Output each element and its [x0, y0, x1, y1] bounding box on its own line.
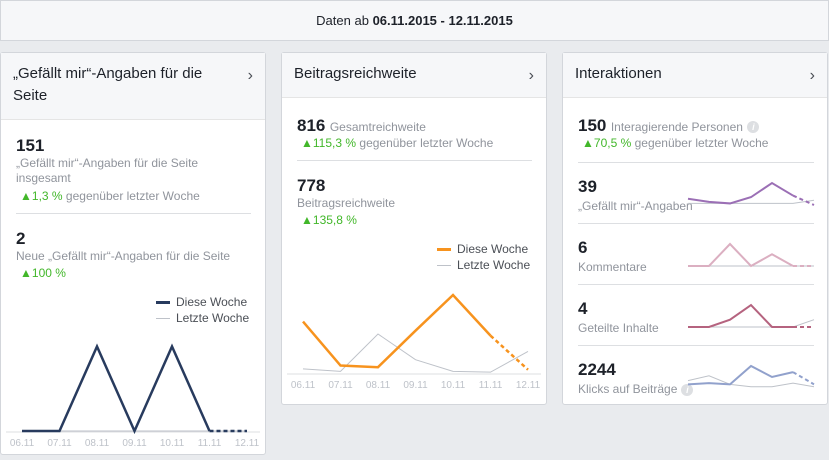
metric-sparkline [687, 181, 815, 206]
x-tick-label: 12.11 [235, 438, 260, 449]
total-likes: 151 [16, 136, 45, 155]
metric-row: 39 „Gefällt mir“-Angaben [578, 162, 815, 223]
engaged-users: 150 [578, 116, 607, 135]
interactions-card: Interaktionen › 150 Interagierende Person… [562, 52, 828, 405]
total-reach-change: ▲115,3 % gegenüber letzter Woche [301, 136, 494, 150]
series-this-week [302, 293, 492, 369]
chart-legend: Diese Woche Letzte Woche [437, 241, 530, 273]
info-icon[interactable]: i [747, 120, 760, 133]
x-tick-label: 08.11 [366, 380, 391, 391]
total-likes-change: ▲1,3 % gegenüber letzter Woche [20, 189, 200, 203]
sparkline-this-week [687, 364, 794, 386]
likes-chart: 06.11 07.11 08.11 09.11 10.11 11.11 12.11 [6, 343, 260, 449]
chevron-right-icon[interactable]: › [528, 67, 534, 84]
sparkline-this-week [688, 242, 794, 268]
x-tick-label: 08.11 [85, 438, 110, 449]
new-likes: 2 [16, 229, 26, 248]
likes-card-title: „Gefällt mir“-Angaben für die Seite [13, 65, 203, 104]
series-this-week-partial [489, 334, 529, 371]
post-reach-label: Beitragsreichweite [297, 196, 396, 210]
total-reach: 816 [297, 116, 326, 135]
engaged-users-label: Interagierende Personen [610, 120, 743, 134]
post-reach: 778 [297, 176, 326, 195]
sparkline-last-week [687, 375, 815, 388]
series-last-week [302, 333, 529, 373]
x-tick-label: 07.11 [47, 438, 72, 449]
metric-value: 39 [578, 177, 597, 196]
interactions-card-title: Interaktionen [575, 65, 662, 82]
total-reach-label: Gesamtreichweite [329, 120, 426, 134]
date-range-prefix: Daten ab [316, 13, 369, 28]
metric-label: Geteilte Inhalte [578, 321, 659, 335]
x-tick-label: 06.11 [291, 380, 316, 391]
metric-row: 6 Kommentare [578, 223, 814, 284]
chevron-right-icon[interactable]: › [809, 67, 815, 84]
chart-legend: Diese Woche Letzte Woche [156, 294, 249, 326]
x-tick-label: 11.11 [479, 380, 503, 391]
metric-sparkline [688, 303, 815, 328]
date-range-bar: Daten ab 06.11.2015 - 12.11.2015 [0, 0, 829, 41]
likes-card: „Gefällt mir“-Angaben für die Seite › 151… [0, 52, 266, 455]
date-range: 06.11.2015 - 12.11.2015 [372, 13, 513, 28]
info-icon[interactable]: i [681, 383, 694, 396]
metric-sparkline [688, 242, 814, 268]
metric-label: Kommentare [578, 260, 647, 274]
total-likes-label: „Gefällt mir“-Angaben für die Seite insg… [16, 156, 199, 185]
x-tick-label: 06.11 [10, 438, 35, 449]
metric-value: 2244 [578, 360, 616, 379]
metric-row: 4 Geteilte Inhalte [578, 284, 815, 345]
x-tick-label: 12.11 [516, 380, 541, 391]
post-reach-change: ▲135,8 % [301, 213, 357, 227]
reach-chart: 06.11 07.11 08.11 09.11 10.11 11.11 12.11 [287, 293, 541, 391]
engaged-users-change: ▲70,5 % gegenüber letzter Woche [582, 136, 769, 150]
metric-value: 4 [578, 299, 588, 318]
series-this-week [22, 343, 211, 435]
x-tick-label: 09.11 [403, 380, 428, 391]
sparkline-this-week-partial [792, 194, 815, 206]
sparkline-this-week-partial [792, 371, 815, 386]
metric-value: 6 [578, 238, 588, 257]
new-likes-label: Neue „Gefällt mir“-Angaben für die Seite [16, 249, 231, 263]
interactions-card-header[interactable]: Interaktionen › [563, 53, 827, 98]
metric-sparkline [687, 364, 815, 388]
sparkline-last-week [688, 319, 815, 328]
new-likes-change: ▲100 % [20, 266, 66, 280]
sparkline-last-week [688, 199, 815, 204]
sparkline-this-week [687, 181, 794, 205]
metric-row: 2244 Klicks auf Beiträge i [578, 345, 815, 406]
x-tick-label: 10.11 [441, 380, 466, 391]
x-tick-label: 11.11 [198, 438, 222, 449]
metric-label: „Gefällt mir“-Angaben [578, 199, 693, 213]
x-tick-label: 07.11 [328, 380, 353, 391]
x-tick-label: 09.11 [122, 438, 147, 449]
chevron-right-icon[interactable]: › [247, 67, 253, 84]
metric-label: Klicks auf Beiträge i [578, 382, 694, 397]
x-tick-label: 10.11 [160, 438, 185, 449]
reach-card-header[interactable]: Beitragsreichweite › [282, 53, 546, 98]
reach-card-title: Beitragsreichweite [294, 65, 417, 82]
sparkline-this-week [688, 303, 793, 328]
reach-card: Beitragsreichweite › 816 Gesamtreichweite… [281, 52, 547, 405]
likes-card-header[interactable]: „Gefällt mir“-Angaben für die Seite › [1, 53, 265, 120]
